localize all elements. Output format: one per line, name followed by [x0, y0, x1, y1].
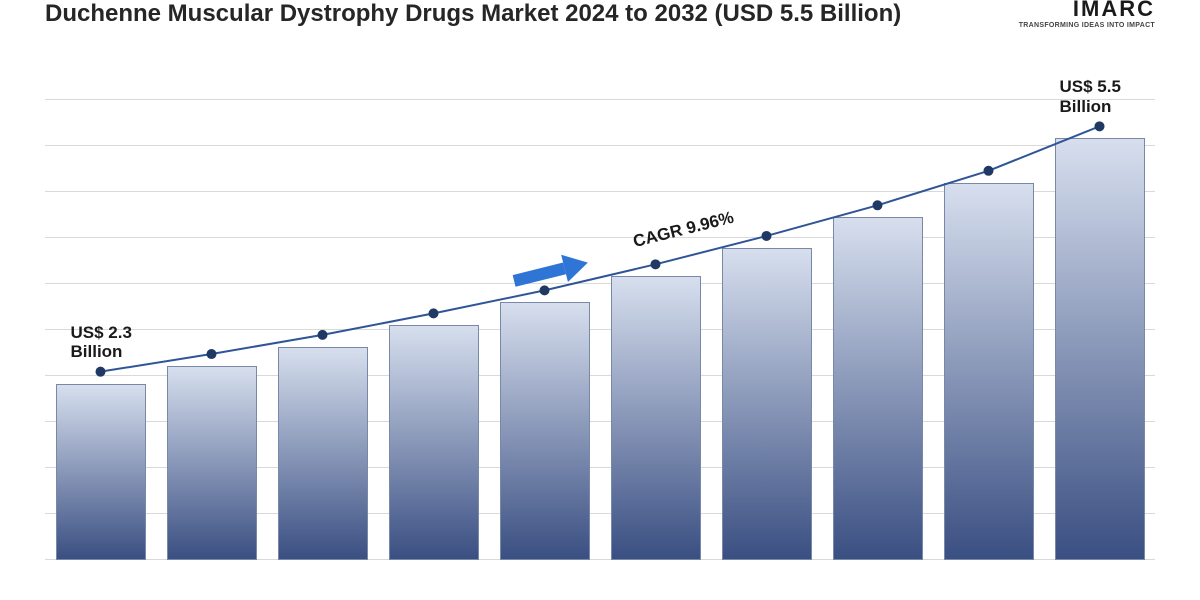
brand-logo: IMARC TRANSFORMING IDEAS INTO IMPACT [1019, 0, 1155, 29]
end-value-line1: US$ 5.5 [1060, 77, 1121, 97]
logo-tagline: TRANSFORMING IDEAS INTO IMPACT [1019, 22, 1155, 29]
bar-series [45, 100, 1155, 560]
bar [722, 248, 812, 560]
bar [944, 183, 1034, 560]
trend-arrow-icon [505, 252, 595, 292]
logo-text: IMARC [1019, 0, 1155, 22]
bar [500, 302, 590, 560]
chart-title: Duchenne Muscular Dystrophy Drugs Market… [45, 0, 901, 29]
bar [167, 366, 257, 560]
bar [833, 217, 923, 560]
start-value-line1: US$ 2.3 [71, 323, 132, 343]
end-value-line2: Billion [1060, 97, 1121, 117]
bar [1055, 138, 1145, 560]
bar [389, 325, 479, 560]
start-value-label: US$ 2.3 Billion [71, 323, 132, 362]
bar [56, 384, 146, 560]
bar [611, 276, 701, 560]
end-value-label: US$ 5.5 Billion [1060, 77, 1121, 116]
start-value-line2: Billion [71, 342, 132, 362]
bar [278, 347, 368, 560]
chart-container: US$ 2.3 Billion US$ 5.5 Billion CAGR 9.9… [45, 80, 1155, 580]
